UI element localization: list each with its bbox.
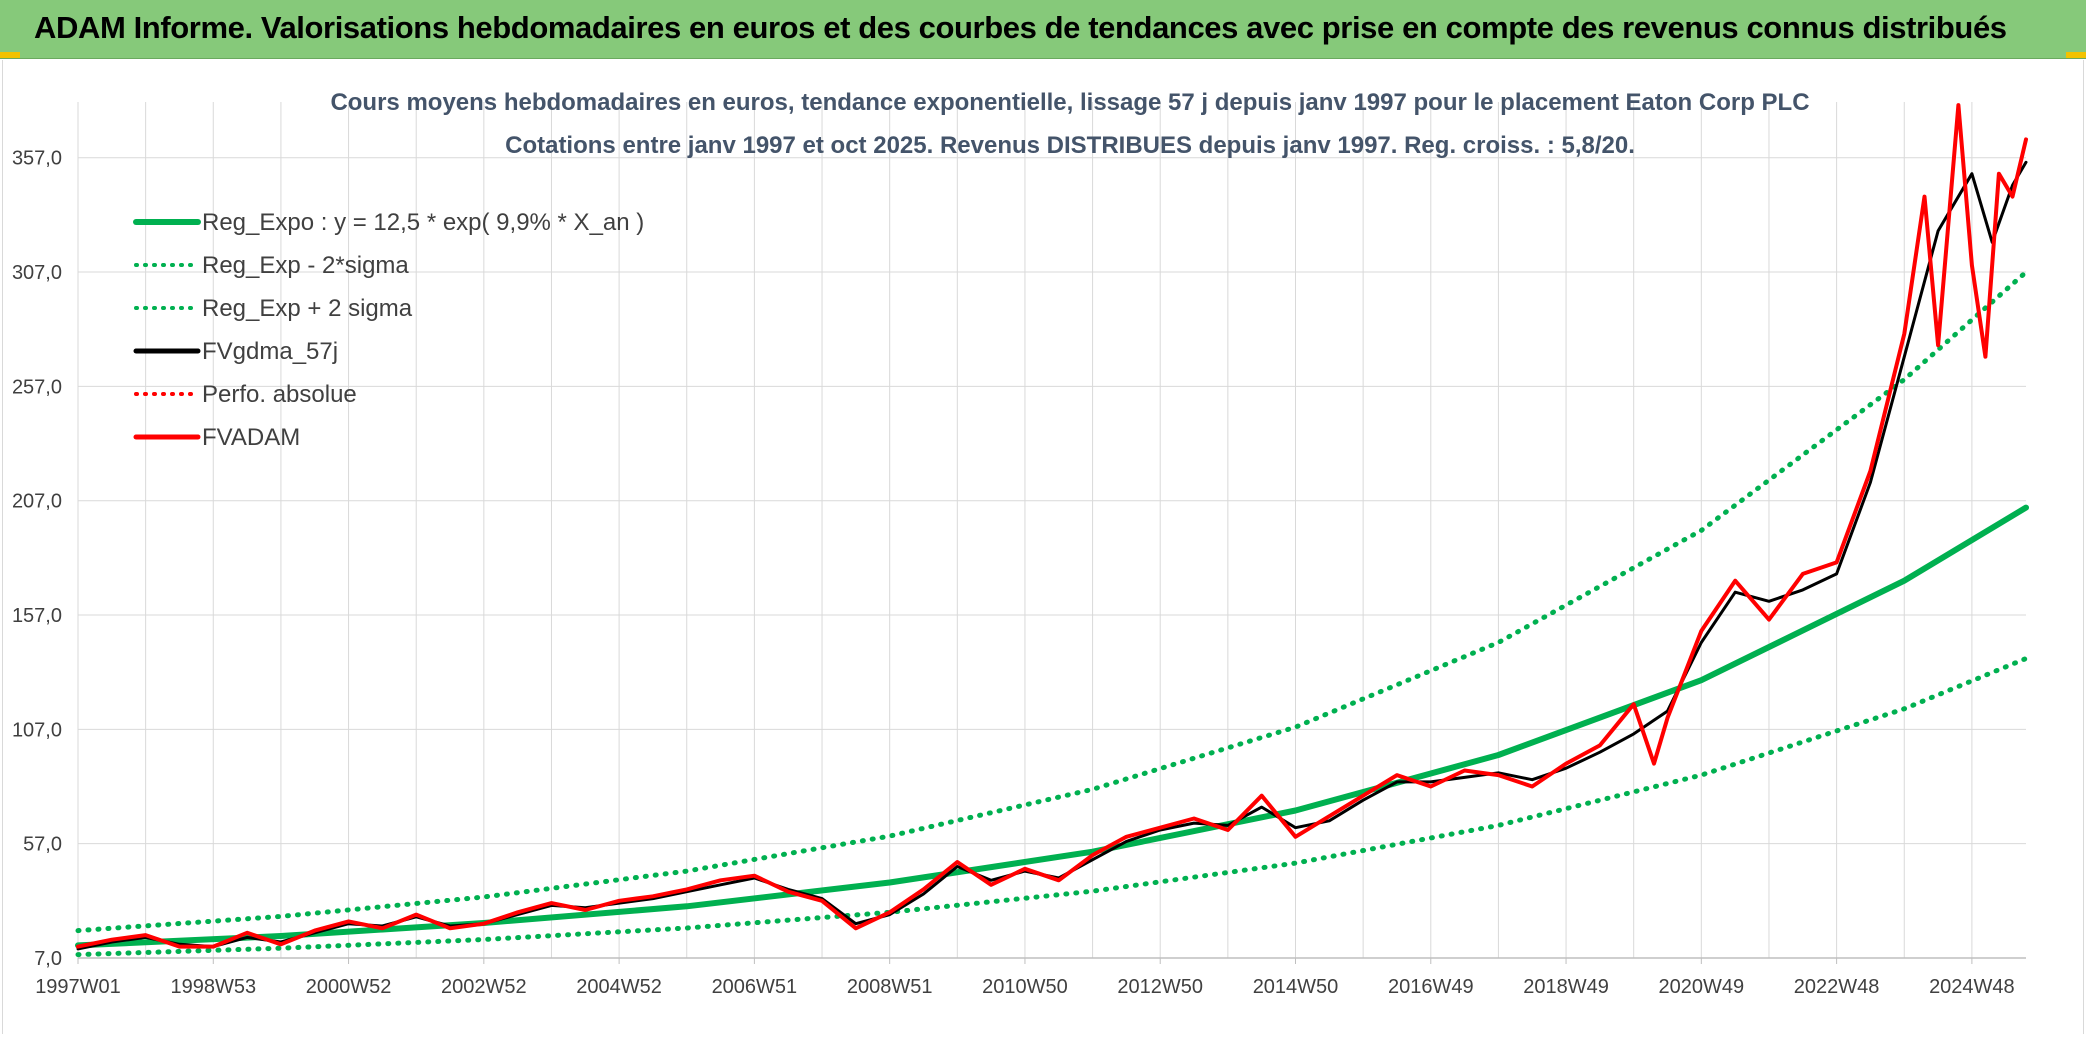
x-tick-label: 2020W49	[1659, 976, 1745, 998]
x-tick-label: 2002W52	[441, 976, 527, 998]
corner-accent-right	[2066, 52, 2086, 58]
x-tick-label: 1998W53	[170, 976, 256, 998]
x-tick-label: 2018W49	[1523, 976, 1609, 998]
x-tick-label: 2004W52	[576, 976, 662, 998]
y-tick-label: 57,0	[23, 834, 62, 856]
legend-label: Reg_Exp + 2 sigma	[202, 295, 413, 322]
y-tick-label: 257,0	[12, 376, 62, 398]
header-bar: ADAM Informe. Valorisations hebdomadaire…	[0, 0, 2086, 59]
x-tick-label: 2016W49	[1388, 976, 1474, 998]
y-tick-label: 207,0	[12, 491, 62, 513]
page-title: ADAM Informe. Valorisations hebdomadaire…	[34, 10, 2007, 45]
x-tick-label: 2008W51	[847, 976, 933, 998]
y-tick-label: 7,0	[34, 948, 62, 970]
legend-label: Perfo. absolue	[202, 381, 357, 408]
x-tick-label: 1997W01	[35, 976, 121, 998]
series-fvadam	[76, 103, 2028, 949]
y-tick-label: 357,0	[12, 148, 62, 170]
legend-label: Reg_Exp - 2*sigma	[202, 252, 409, 279]
legend-label: FVADAM	[202, 424, 300, 451]
series-reg-exp-minus-2sigma	[75, 656, 2029, 958]
series-reg-exp-plus-2sigma	[75, 269, 2029, 934]
x-tick-label: 2022W48	[1794, 976, 1880, 998]
chart-frame	[2, 60, 2084, 1034]
x-tick-label: 2006W51	[712, 976, 798, 998]
x-tick-label: 2000W52	[306, 976, 392, 998]
series-fvgdma-57j	[76, 160, 2028, 951]
x-tick-label: 2014W50	[1253, 976, 1339, 998]
x-tick-label: 2010W50	[982, 976, 1068, 998]
x-tick-label: 2024W48	[1929, 976, 2015, 998]
y-tick-label: 307,0	[12, 262, 62, 284]
series-reg-expo	[75, 504, 2029, 949]
y-tick-label: 107,0	[12, 719, 62, 741]
legend-label: Reg_Expo : y = 12,5 * exp( 9,9% * X_an )	[202, 209, 644, 236]
y-tick-label: 157,0	[12, 605, 62, 627]
x-tick-label: 2012W50	[1117, 976, 1203, 998]
corner-accent-left	[0, 52, 20, 58]
chart-subtitle: Cotations entre janv 1997 et oct 2025. R…	[505, 132, 1635, 159]
chart-title: Cours moyens hebdomadaires en euros, ten…	[330, 89, 1809, 116]
legend-label: FVgdma_57j	[202, 338, 338, 365]
